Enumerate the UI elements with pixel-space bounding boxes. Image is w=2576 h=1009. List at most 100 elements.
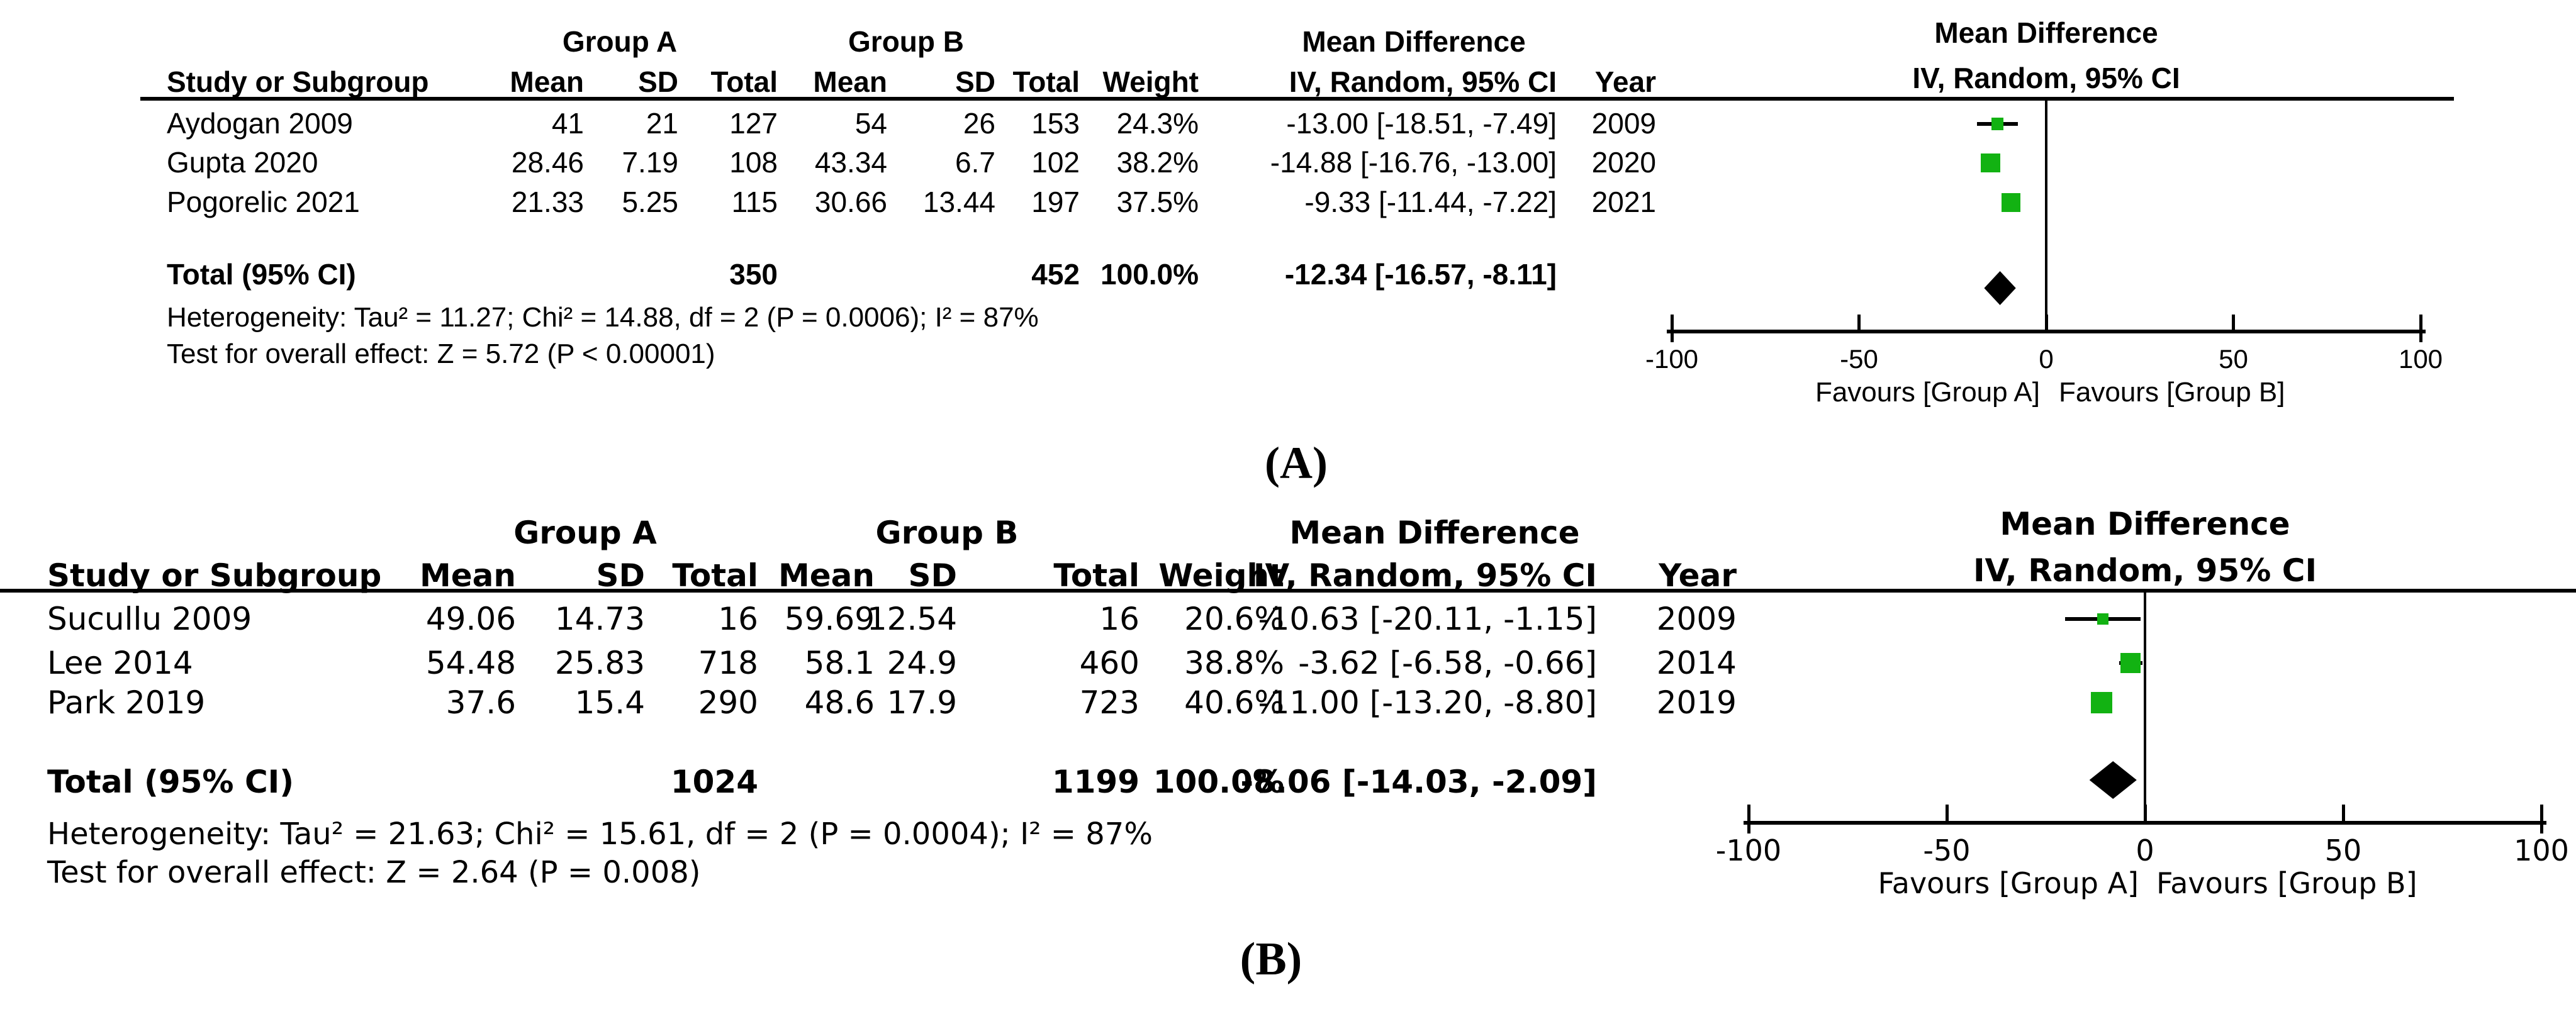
group-b-header: Group B: [875, 515, 1019, 551]
study-cell: 49.06: [425, 601, 516, 637]
study-cell: 12.54: [866, 601, 957, 637]
total-diamond: [1984, 271, 2016, 305]
zero-effect-line: [2144, 593, 2146, 823]
total-a-value: 350: [729, 258, 778, 291]
study-name: Sucullu 2009: [47, 601, 252, 637]
study-cell: 153: [1031, 107, 1080, 140]
axis-tick: [2143, 805, 2147, 825]
study-cell: -3.62 [-6.58, -0.66]: [1298, 645, 1597, 681]
study-cell: 7.19: [622, 146, 678, 179]
mean-a-column-header: Mean: [510, 65, 584, 98]
total-row-label: Total (95% CI): [47, 764, 294, 800]
study-cell: 48.6: [804, 684, 875, 721]
study-cell: 41: [551, 107, 584, 140]
axis-tick-label: 50: [2219, 344, 2248, 374]
total-b-value: 452: [1031, 258, 1080, 291]
total-weight-value: 100.0%: [1100, 258, 1199, 291]
total-a-value: 1024: [670, 764, 758, 800]
plot-mean-difference-header: Mean Difference: [1934, 16, 2158, 49]
study-name: Park 2019: [47, 684, 206, 721]
study-cell: 127: [729, 107, 778, 140]
total-diamond: [2089, 761, 2137, 799]
weight-column-header: Weight: [1158, 557, 1284, 594]
effect-square: [2090, 691, 2112, 714]
axis-tick: [2419, 315, 2422, 342]
total-a-column-header: Total: [710, 65, 778, 98]
effect-square: [1981, 153, 2000, 173]
study-cell: 28.46: [511, 146, 584, 179]
ci-column-header: IV, Random, 95% CI: [1253, 557, 1597, 594]
study-name: Lee 2014: [47, 645, 193, 681]
group-b-header: Group B: [848, 25, 964, 58]
study-cell: 17.9: [887, 684, 957, 721]
sd-a-column-header: SD: [638, 65, 678, 98]
study-cell: 2020: [1591, 146, 1656, 179]
study-cell: 30.66: [814, 186, 887, 218]
study-cell: -13.00 [-18.51, -7.49]: [1286, 107, 1557, 140]
total-b-value: 1199: [1051, 764, 1140, 800]
study-cell: 197: [1031, 186, 1080, 218]
study-cell: 24.3%: [1116, 107, 1199, 140]
header-rule: [0, 589, 2576, 593]
study-cell: 38.8%: [1184, 645, 1284, 681]
axis-tick: [1670, 315, 1674, 342]
axis-tick-label: 0: [2039, 344, 2054, 374]
study-cell: 26: [963, 107, 995, 140]
plot-mean-difference-header: Mean Difference: [2000, 506, 2290, 542]
study-cell: 20.6%: [1184, 601, 1284, 637]
axis-tick: [1945, 805, 1949, 825]
favours-right-label: Favours [Group B]: [2059, 377, 2285, 408]
year-column-header: Year: [1594, 65, 1656, 98]
study-cell: 15.4: [574, 684, 645, 721]
study-cell: -11.00 [-13.20, -8.80]: [1258, 684, 1597, 721]
total-weight-value: 100.0%: [1153, 764, 1284, 800]
study-cell: 21.33: [511, 186, 584, 218]
study-name: Pogorelic 2021: [167, 186, 360, 218]
study-cell: 37.5%: [1116, 186, 1199, 218]
axis-tick-label: 50: [2324, 833, 2362, 867]
study-cell: -14.88 [-16.76, -13.00]: [1270, 146, 1557, 179]
favours-right-label: Favours [Group B]: [2156, 866, 2417, 900]
study-cell: 2019: [1656, 684, 1737, 721]
mean-a-column-header: Mean: [419, 557, 516, 594]
effect-square: [2120, 652, 2141, 674]
panel-a-label: (A): [1265, 438, 1328, 488]
axis-tick: [1747, 805, 1750, 833]
total-b-column-header: Total: [1012, 65, 1080, 98]
study-cell: 108: [729, 146, 778, 179]
axis-tick-label: 100: [2398, 344, 2443, 374]
study-cell: 102: [1031, 146, 1080, 179]
study-cell: 37.6: [445, 684, 516, 721]
axis-tick-label: -50: [1923, 833, 1971, 867]
effect-square: [2097, 613, 2108, 625]
overall-effect-text: Test for overall effect: Z = 5.72 (P < 0…: [167, 338, 715, 369]
plot-method-header: IV, Random, 95% CI: [1973, 552, 2317, 589]
study-cell: -9.33 [-11.44, -7.22]: [1304, 186, 1557, 218]
axis-tick: [2232, 315, 2235, 333]
mean-b-column-header: Mean: [813, 65, 887, 98]
study-cell: 290: [698, 684, 758, 721]
mean-difference-column-header: Mean Difference: [1302, 25, 1526, 58]
study-name: Aydogan 2009: [167, 107, 353, 140]
total-a-column-header: Total: [672, 557, 758, 594]
plot-method-header: IV, Random, 95% CI: [1912, 62, 2180, 94]
total-row-label: Total (95% CI): [167, 258, 356, 291]
study-column-header: Study or Subgroup: [167, 65, 429, 98]
study-cell: 460: [1079, 645, 1140, 681]
axis-tick-label: 0: [2136, 833, 2154, 867]
study-cell: 54: [854, 107, 887, 140]
effect-square: [1991, 118, 2004, 130]
study-cell: 2014: [1656, 645, 1737, 681]
favours-left-label: Favours [Group A]: [1815, 377, 2040, 408]
axis-tick-label: -50: [1840, 344, 1878, 374]
study-cell: 16: [1099, 601, 1140, 637]
axis-tick-label: -100: [1715, 833, 1782, 867]
axis-tick: [2044, 315, 2048, 333]
panel-b-label: (B): [1240, 934, 1302, 985]
total-b-column-header: Total: [1053, 557, 1140, 594]
study-cell: 6.7: [955, 146, 995, 179]
group-a-header: Group A: [562, 25, 678, 58]
study-cell: 40.6%: [1184, 684, 1284, 721]
favours-left-label: Favours [Group A]: [1878, 866, 2139, 900]
